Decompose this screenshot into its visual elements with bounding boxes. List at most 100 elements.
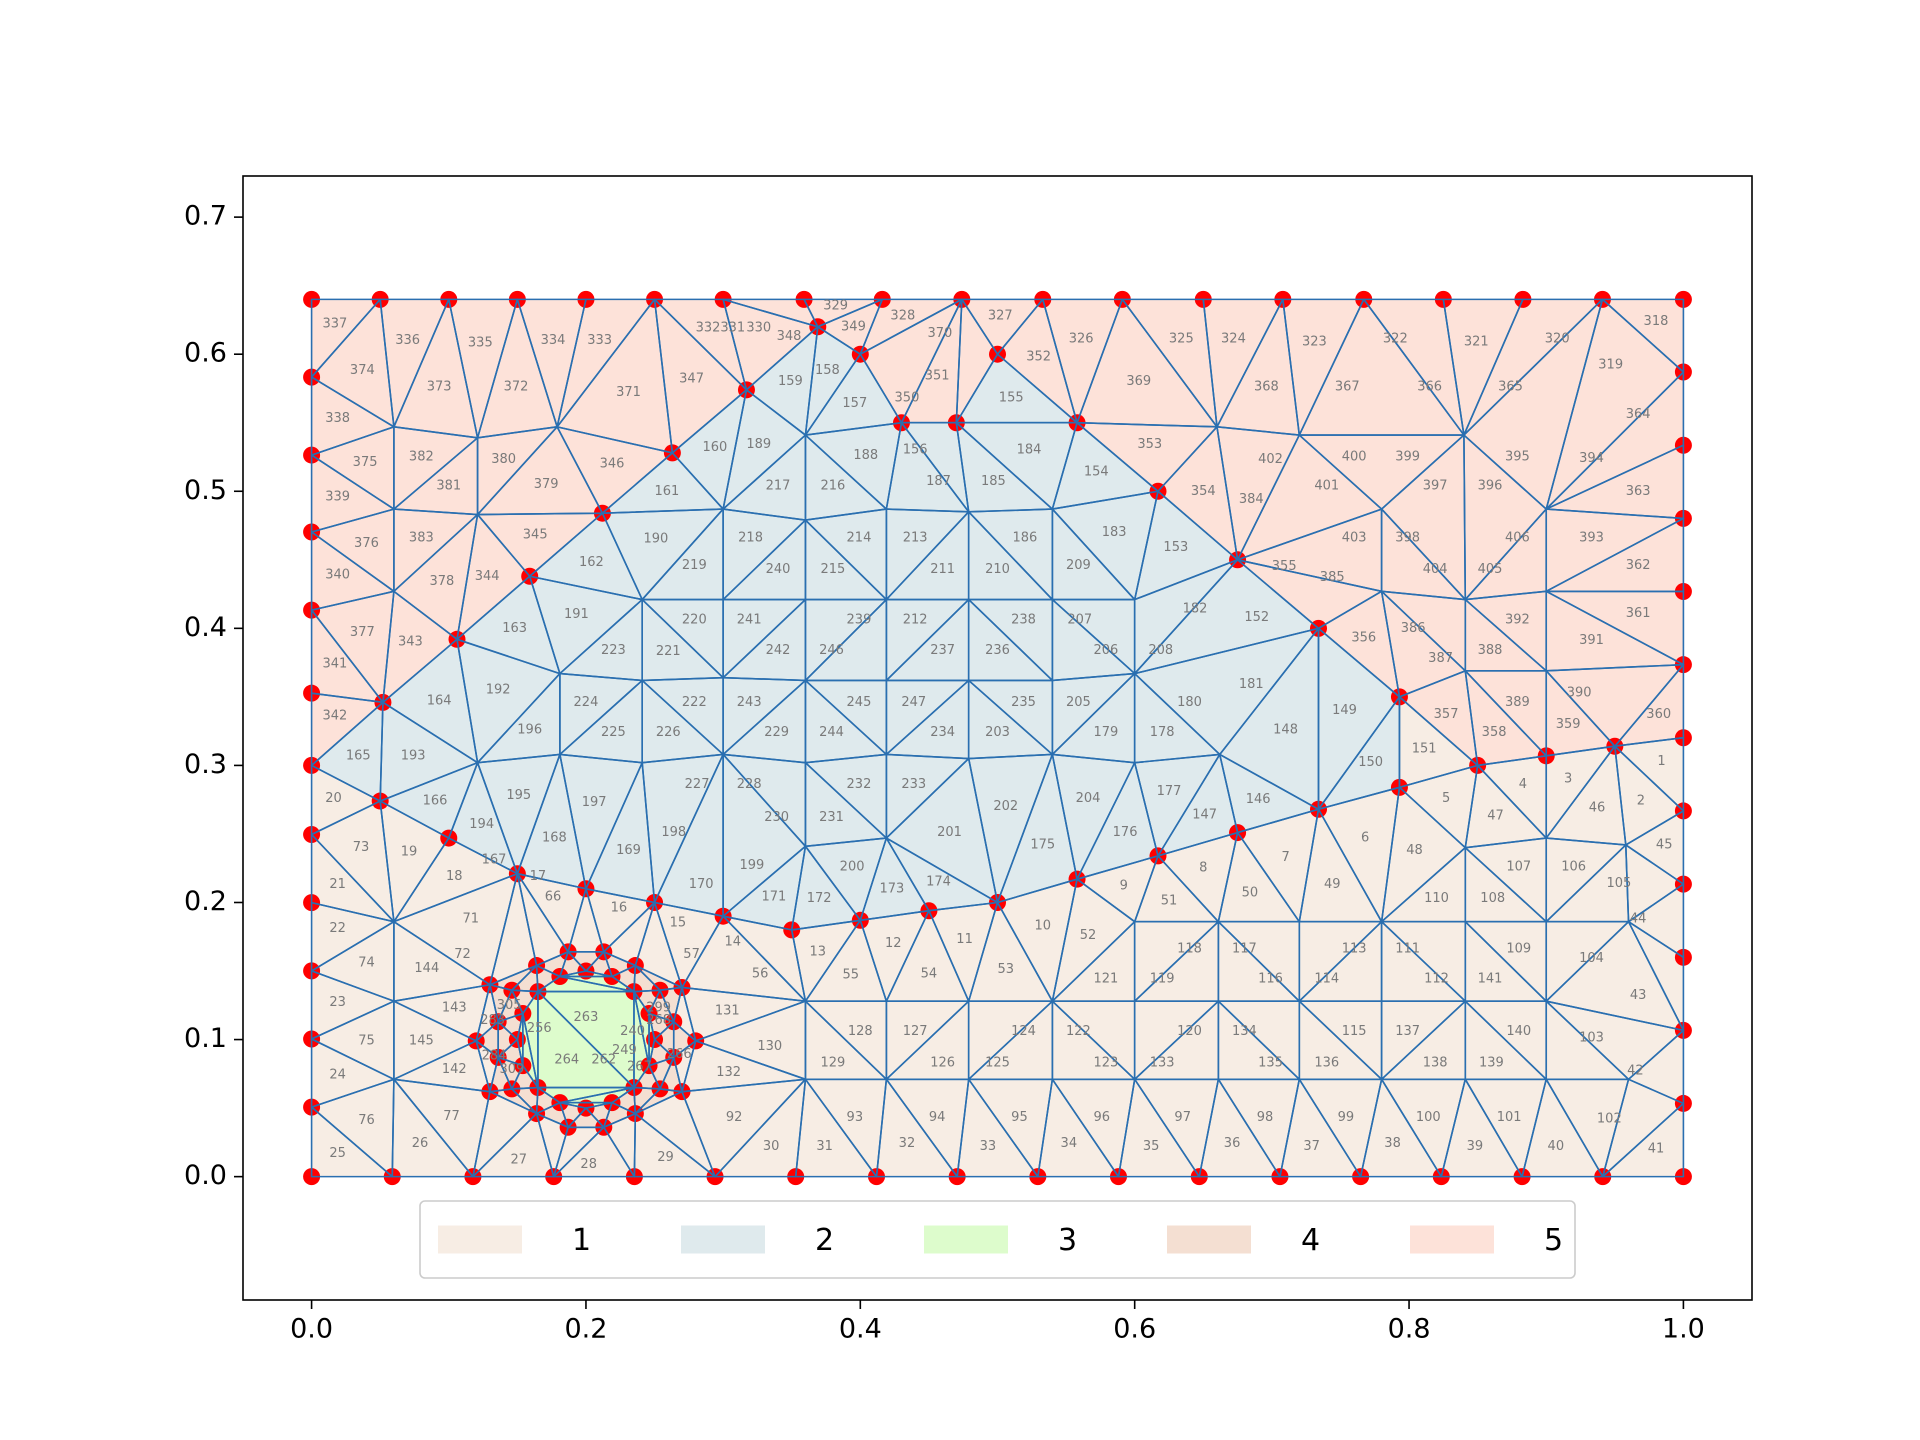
mesh-element bbox=[472, 1113, 554, 1177]
mesh-element bbox=[1134, 673, 1220, 763]
element-label: 152 bbox=[1244, 610, 1269, 625]
element-label: 220 bbox=[682, 613, 707, 628]
element-label: 215 bbox=[820, 562, 845, 577]
element-label: 47 bbox=[1487, 809, 1504, 824]
element-label: 389 bbox=[1505, 695, 1530, 710]
mesh-element bbox=[723, 509, 806, 600]
mesh-element bbox=[311, 765, 381, 835]
mesh-element bbox=[311, 702, 383, 802]
y-tick-label: 0.0 bbox=[184, 1160, 227, 1191]
element-label: 117 bbox=[1232, 942, 1257, 957]
mesh-element bbox=[1625, 844, 1684, 922]
mesh-element bbox=[311, 455, 394, 532]
element-label: 146 bbox=[1246, 792, 1271, 807]
element-label: 50 bbox=[1242, 885, 1259, 900]
mesh-element bbox=[1463, 435, 1547, 600]
mesh-element bbox=[746, 326, 818, 436]
element-label: 321 bbox=[1464, 334, 1489, 349]
element-label: 161 bbox=[654, 484, 679, 499]
element-label: 190 bbox=[644, 532, 669, 547]
mesh-element bbox=[1237, 809, 1319, 922]
element-label: 23 bbox=[329, 995, 346, 1010]
mesh-element-edge bbox=[476, 426, 558, 516]
element-label: 72 bbox=[454, 947, 471, 962]
mesh-edges bbox=[310, 298, 1685, 1178]
mesh-element bbox=[585, 888, 655, 952]
mesh-element bbox=[477, 754, 560, 874]
mesh-element bbox=[805, 762, 887, 847]
element-label: 352 bbox=[1026, 349, 1051, 364]
mesh-element bbox=[393, 514, 478, 640]
element-label: 336 bbox=[395, 333, 420, 348]
mesh-element bbox=[393, 873, 518, 985]
element-label: 12 bbox=[885, 936, 902, 951]
mesh-element bbox=[568, 951, 604, 972]
element-label: 299 bbox=[646, 1001, 671, 1016]
mesh-element bbox=[723, 299, 818, 390]
element-label: 219 bbox=[682, 558, 707, 573]
mesh-element bbox=[529, 576, 643, 674]
mesh-element bbox=[1546, 664, 1684, 747]
element-label: 109 bbox=[1506, 942, 1531, 957]
mesh-element bbox=[654, 299, 747, 453]
element-label: 397 bbox=[1423, 478, 1448, 493]
element-label: 338 bbox=[325, 411, 350, 426]
element-label: 154 bbox=[1084, 465, 1109, 480]
element-label: 353 bbox=[1137, 437, 1162, 452]
mesh-element bbox=[472, 1091, 537, 1177]
element-label: 132 bbox=[716, 1065, 741, 1080]
mesh-element bbox=[795, 1079, 877, 1177]
element-label: 341 bbox=[322, 656, 347, 671]
mesh-element bbox=[654, 754, 724, 917]
y-tick-label: 0.5 bbox=[184, 475, 227, 506]
mesh-element bbox=[997, 754, 1078, 903]
element-label: 400 bbox=[1342, 450, 1367, 465]
element-label: 38 bbox=[1384, 1136, 1401, 1151]
mesh-element-edge bbox=[1051, 1078, 1136, 1178]
element-label: 241 bbox=[737, 613, 762, 628]
element-label: 249 bbox=[612, 1043, 637, 1058]
mesh-element bbox=[681, 916, 806, 1002]
element-label: 17 bbox=[530, 869, 547, 884]
element-label: 347 bbox=[679, 371, 704, 386]
mesh-element bbox=[997, 879, 1078, 1002]
element-label: 164 bbox=[427, 693, 452, 708]
mesh-element bbox=[1077, 299, 1217, 427]
element-label: 383 bbox=[409, 530, 434, 545]
mesh-element bbox=[723, 846, 806, 930]
element-label: 66 bbox=[545, 890, 562, 905]
element-label: 229 bbox=[764, 725, 789, 740]
element-label: 46 bbox=[1589, 800, 1606, 815]
element-label: 206 bbox=[1093, 643, 1118, 658]
element-label: 92 bbox=[726, 1110, 743, 1125]
element-label: 225 bbox=[601, 725, 626, 740]
element-label: 372 bbox=[504, 380, 529, 395]
element-label: 113 bbox=[1342, 942, 1367, 957]
mesh-element bbox=[1625, 810, 1684, 885]
element-label: 332 bbox=[696, 321, 721, 336]
legend-label: 3 bbox=[1058, 1223, 1077, 1258]
element-label: 133 bbox=[1150, 1055, 1175, 1070]
mesh-element bbox=[1318, 787, 1400, 922]
element-label: 204 bbox=[1076, 791, 1101, 806]
mesh-element-edge bbox=[1464, 837, 1548, 923]
element-label: 382 bbox=[409, 450, 434, 465]
element-label: 115 bbox=[1342, 1024, 1367, 1039]
mesh-element bbox=[529, 513, 643, 600]
element-label: 324 bbox=[1221, 332, 1246, 347]
element-label: 320 bbox=[1545, 332, 1570, 347]
element-label: 31 bbox=[816, 1139, 833, 1154]
mesh-element-edge bbox=[602, 1112, 637, 1178]
mesh-element bbox=[603, 902, 655, 966]
element-label: 71 bbox=[462, 911, 479, 926]
element-label: 354 bbox=[1191, 484, 1216, 499]
mesh-element bbox=[477, 513, 603, 577]
element-label: 205 bbox=[1066, 695, 1091, 710]
element-label: 45 bbox=[1656, 837, 1673, 852]
mesh-element bbox=[1318, 628, 1400, 810]
mesh-element bbox=[1614, 737, 1684, 811]
element-label: 151 bbox=[1412, 741, 1437, 756]
element-label: 40 bbox=[1548, 1139, 1565, 1154]
mesh-element bbox=[805, 754, 887, 839]
element-label: 168 bbox=[542, 831, 567, 846]
